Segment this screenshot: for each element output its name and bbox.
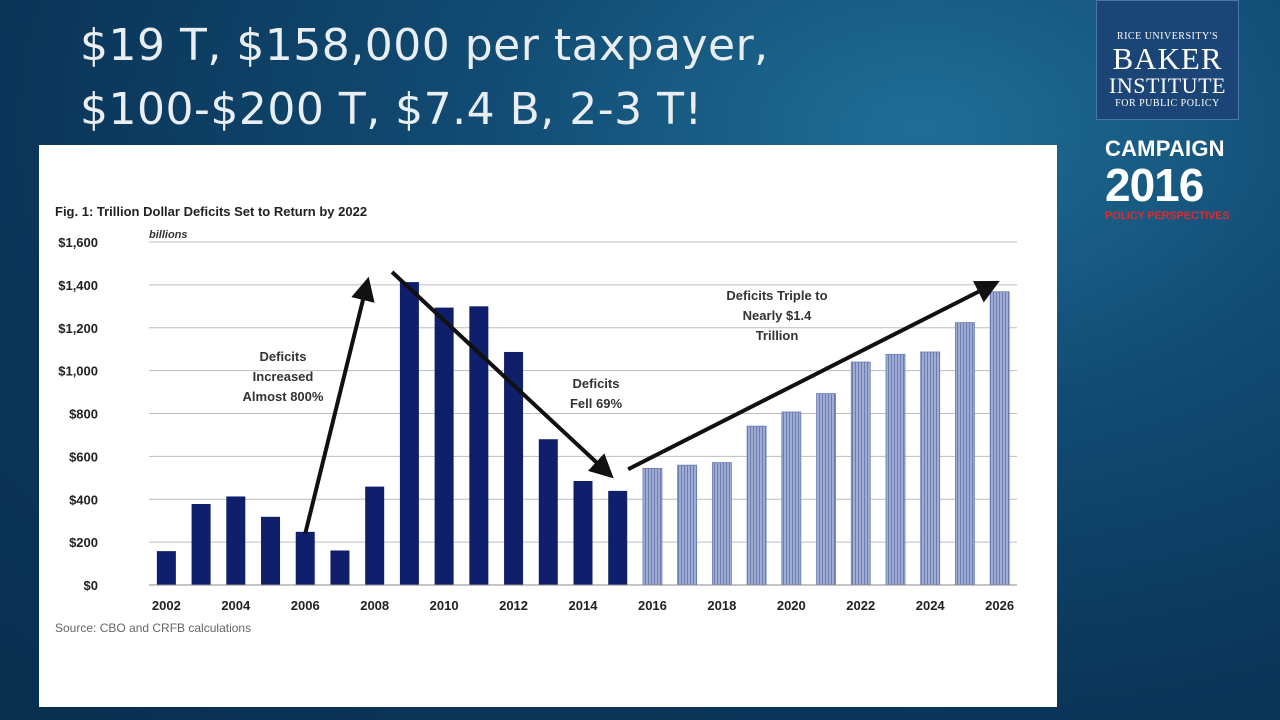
y-tick-label: $1,000 [58, 364, 98, 379]
baker-institute-logo: RICE UNIVERSITY'S BAKER INSTITUTE FOR PU… [1096, 0, 1239, 120]
x-tick-label: 2004 [221, 598, 251, 613]
y-tick-label: $600 [69, 449, 98, 464]
x-tick-label: 2014 [569, 598, 599, 613]
y-tick-label: $200 [69, 535, 98, 550]
chart-title: Fig. 1: Trillion Dollar Deficits Set to … [55, 204, 367, 219]
projected-deficit-bar-2024 [920, 351, 941, 586]
logo-line-2: BAKER [1112, 41, 1223, 76]
annotations: Deficits Increased Almost 800% Deficits Fell… [243, 270, 1000, 535]
x-tick-label: 2026 [985, 598, 1014, 613]
bars [156, 282, 1010, 586]
projected-deficit-bar-2019 [746, 425, 767, 586]
projected-deficit-bar-2016 [642, 467, 663, 586]
annotation-arrow [303, 276, 375, 535]
annotation-label: Increased [253, 369, 314, 384]
y-tick-label: $1,600 [58, 235, 98, 250]
x-tick-label: 2018 [707, 598, 736, 613]
y-tick-label: $1,400 [58, 278, 98, 293]
campaign-subtitle: POLICY PERSPECTIVES [1105, 210, 1230, 222]
logo-line-3: INSTITUTE [1109, 73, 1226, 98]
actual-deficit-bar-2012 [504, 351, 524, 585]
unit-label: billions [149, 229, 188, 241]
actual-deficit-bar-2008 [365, 486, 385, 585]
y-tick-label: $0 [84, 578, 98, 593]
y-tick-label: $1,200 [58, 321, 98, 336]
x-tick-label: 2024 [916, 598, 946, 613]
slide-title: $19 T, $158,000 per taxpayer, $100-$200 … [80, 14, 769, 142]
x-tick-label: 2022 [846, 598, 875, 613]
annotation-label: Fell 69% [570, 396, 622, 411]
campaign-year: 2016 [1105, 159, 1204, 211]
slide-title-line-1: $19 T, $158,000 per taxpayer, [80, 20, 769, 71]
campaign-label: CAMPAIGN [1105, 136, 1225, 161]
actual-deficit-bar-2007 [330, 550, 350, 585]
x-tick-label: 2016 [638, 598, 667, 613]
actual-deficit-bar-2013 [538, 439, 558, 585]
slide-title-line-2: $100-$200 T, $7.4 B, 2-3 T! [80, 84, 703, 135]
actual-deficit-bar-2004 [226, 496, 246, 585]
annotation-label: Deficits [573, 376, 620, 391]
chart-panel: Fig. 1: Trillion Dollar Deficits Set to … [39, 145, 1057, 707]
x-tick-label: 2012 [499, 598, 528, 613]
campaign-2016-logo: CAMPAIGN 2016 POLICY PERSPECTIVES [1105, 137, 1245, 223]
annotation-label: Nearly $1.4 [743, 308, 812, 323]
actual-deficit-bar-2009 [399, 282, 419, 585]
gridlines [149, 241, 1017, 543]
x-axis-ticks: 2002 2004 2006 2008 2010 2012 2014 2016 2018 2020… [152, 598, 1014, 613]
logo-line-4: FOR PUBLIC POLICY [1115, 98, 1220, 109]
projected-deficit-bar-2022 [850, 361, 871, 586]
y-tick-label: $800 [69, 407, 98, 422]
annotation-label: Almost 800% [243, 389, 324, 404]
logo-line-1: RICE UNIVERSITY'S [1116, 31, 1219, 42]
projected-deficit-bar-2026 [989, 291, 1010, 586]
projected-deficit-bar-2023 [885, 353, 906, 586]
projected-deficit-bar-2021 [816, 393, 836, 586]
x-tick-label: 2002 [152, 598, 181, 613]
annotation-label: Deficits [260, 349, 307, 364]
x-tick-label: 2006 [291, 598, 320, 613]
y-axis-ticks: $0 $200 $400 $600 $800 $1,000 $1,200 $1,400 $1,6… [58, 235, 98, 593]
actual-deficit-bar-2003 [191, 503, 211, 585]
x-tick-label: 2020 [777, 598, 806, 613]
x-tick-label: 2008 [360, 598, 389, 613]
projected-deficit-bar-2018 [711, 462, 732, 586]
annotation-arrow [390, 270, 614, 479]
annotation-label: Deficits Triple to [726, 288, 827, 303]
deficit-bar-chart: Fig. 1: Trillion Dollar Deficits Set to … [55, 204, 1017, 635]
actual-deficit-bar-2010 [434, 307, 454, 585]
actual-deficit-bar-2014 [573, 481, 593, 585]
y-tick-label: $400 [69, 492, 98, 507]
source-note: Source: CBO and CRFB calculations [55, 621, 251, 635]
actual-deficit-bar-2005 [261, 516, 281, 585]
actual-deficit-bar-2011 [469, 306, 489, 585]
x-tick-label: 2010 [430, 598, 459, 613]
projected-deficit-bar-2017 [677, 464, 698, 586]
projected-deficit-bar-2025 [955, 322, 975, 586]
annotation-arrow [627, 280, 1000, 472]
projected-deficit-bar-2020 [781, 411, 802, 586]
actual-deficit-bar-2006 [295, 531, 315, 585]
actual-deficit-bar-2015 [608, 490, 628, 585]
actual-deficit-bar-2002 [156, 551, 176, 585]
annotation-label: Trillion [756, 328, 799, 343]
